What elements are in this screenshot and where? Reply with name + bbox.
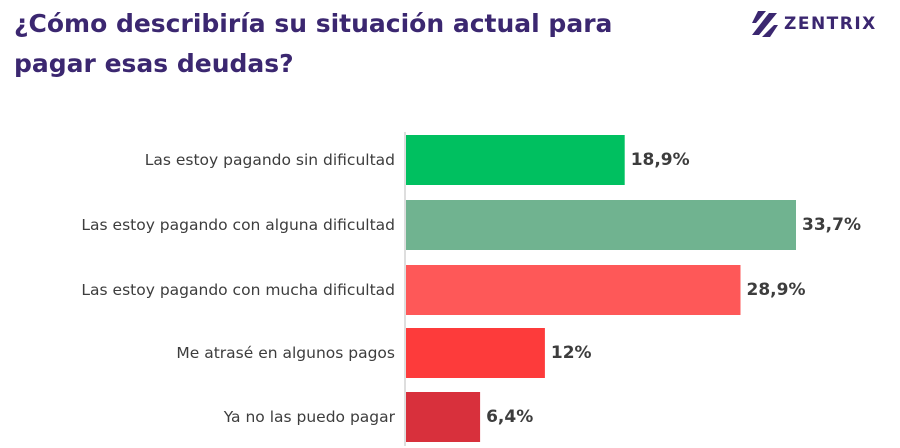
bar-4: [406, 328, 545, 378]
bar-2: [406, 200, 796, 250]
value-label-5: 6,4%: [486, 407, 533, 427]
value-label-2: 33,7%: [802, 215, 861, 235]
value-label-4: 12%: [551, 343, 592, 363]
category-label-3: Las estoy pagando con mucha dificultad: [81, 281, 395, 299]
brand-logo: ZENTRIX: [752, 4, 877, 44]
bar-3: [406, 265, 741, 315]
category-label-5: Ya no las puedo pagar: [223, 408, 396, 426]
category-label-2: Las estoy pagando con alguna dificultad: [81, 216, 395, 234]
value-label-1: 18,9%: [631, 150, 690, 170]
bar-5: [406, 392, 481, 442]
chart-title: ¿Cómo describiría su situación actual pa…: [14, 9, 613, 78]
zentrix-logo-icon: [752, 11, 778, 37]
bar-1: [406, 135, 625, 185]
value-label-3: 28,9%: [747, 280, 806, 300]
category-label-4: Me atrasé en algunos pagos: [176, 344, 395, 362]
brand-name: ZENTRIX: [784, 14, 877, 34]
category-label-1: Las estoy pagando sin dificultad: [145, 151, 395, 169]
